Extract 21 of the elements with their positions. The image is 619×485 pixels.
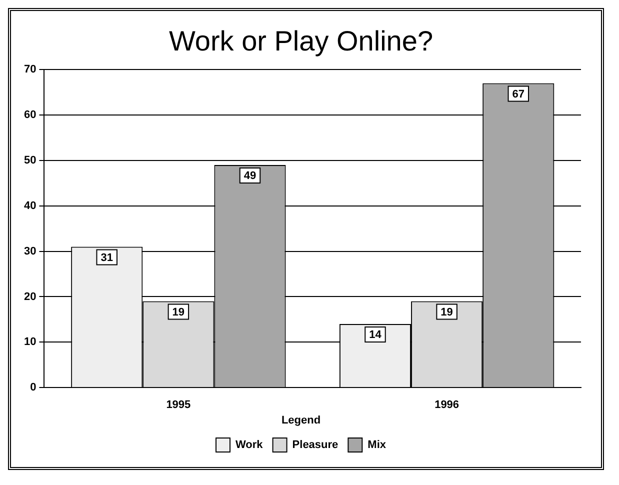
y-tick-label: 70 (24, 64, 36, 76)
legend-label: Work (236, 439, 264, 452)
x-tick-label: 1995 (166, 399, 191, 412)
legend-label: Pleasure (292, 439, 338, 452)
data-label: 49 (244, 170, 256, 182)
legend-label: Mix (368, 439, 387, 452)
data-label: 19 (440, 306, 453, 318)
y-tick-label: 10 (24, 336, 36, 348)
data-label: 19 (172, 306, 185, 318)
y-tick-label: 50 (24, 154, 36, 166)
x-tick-label: 1996 (434, 399, 460, 412)
y-tick-label: 0 (30, 382, 36, 394)
y-tick-label: 30 (24, 245, 36, 258)
y-tick-label: 40 (24, 200, 36, 212)
data-label: 67 (512, 88, 524, 100)
legend-title: Legend (281, 414, 321, 426)
data-label: 31 (100, 252, 113, 264)
chart-title: Work or Play Online? (168, 26, 434, 57)
data-label: 14 (369, 329, 382, 342)
y-tick-label: 60 (24, 109, 36, 122)
y-tick-label: 20 (24, 290, 36, 303)
